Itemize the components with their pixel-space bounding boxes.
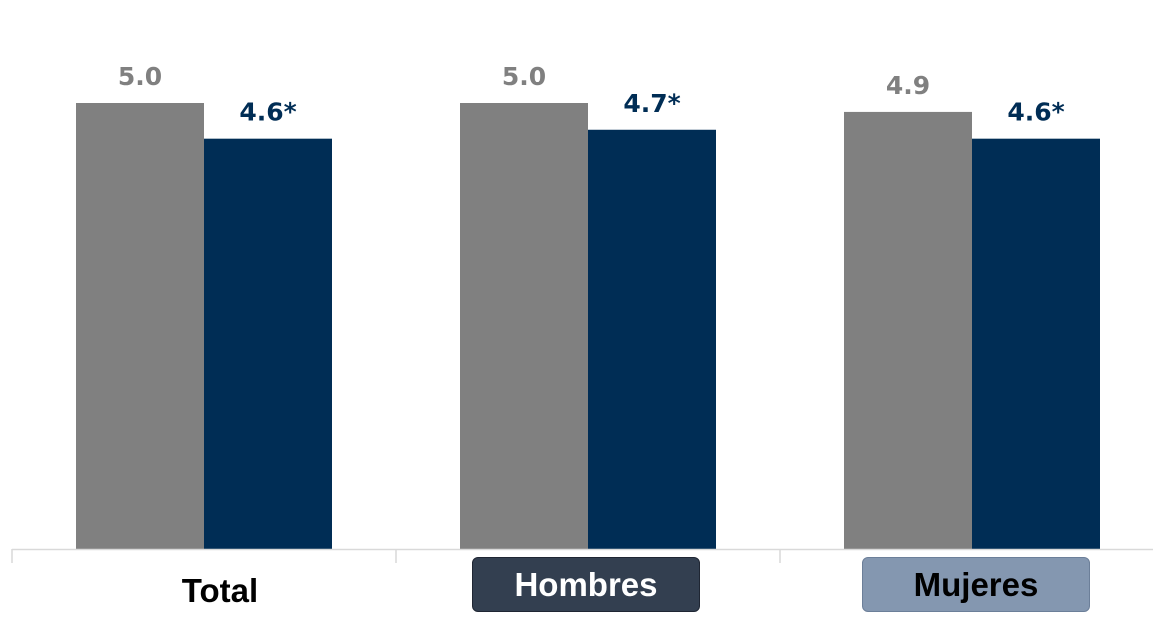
category-label-hombres: Hombres [472, 557, 700, 612]
x-axis [11, 548, 1153, 563]
bar-mujeres-series-2 [972, 138, 1100, 549]
category-label-mujeres: Mujeres [862, 557, 1090, 612]
bar-label-hombres-series-2: 4.7* [623, 89, 680, 118]
bar-labels-group: 5.0 4.6* 5.0 4.7* 4.9 4.6* [118, 62, 1065, 127]
bar-mujeres-series-1 [844, 111, 972, 550]
bar-hombres-series-2 [588, 129, 716, 549]
category-label-total: Total [181, 571, 259, 609]
bar-hombres-series-1 [460, 103, 588, 549]
bars-group [76, 103, 1100, 550]
bar-label-total-series-1: 5.0 [118, 62, 162, 91]
bar-label-total-series-2: 4.6* [239, 98, 296, 127]
bar-total-series-1 [76, 103, 204, 549]
bar-label-mujeres-series-2: 4.6* [1007, 98, 1064, 127]
bar-total-series-2 [204, 138, 332, 549]
bar-label-hombres-series-1: 5.0 [502, 62, 546, 91]
bar-label-mujeres-series-1: 4.9 [886, 71, 930, 100]
